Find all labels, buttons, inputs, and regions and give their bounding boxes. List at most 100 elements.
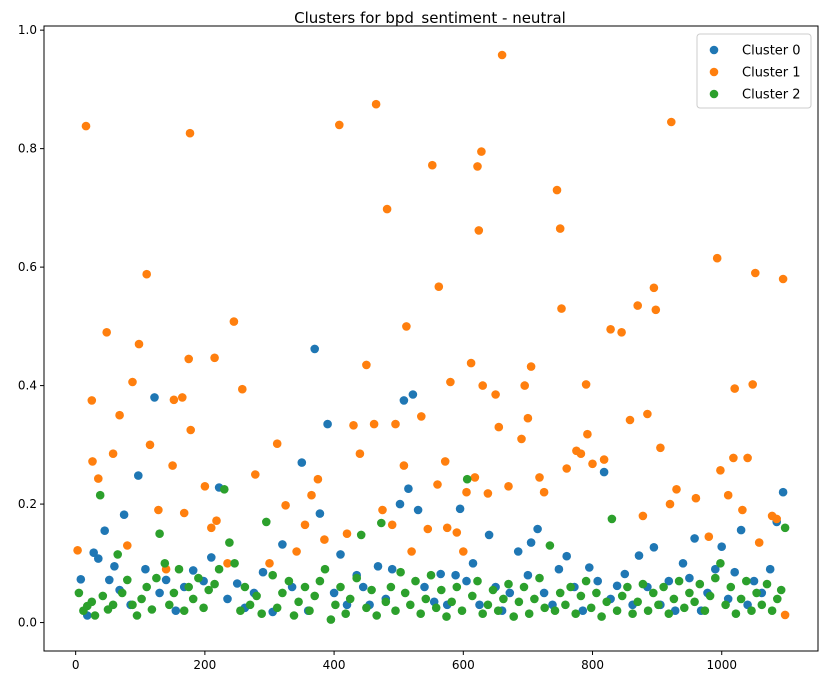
data-point [736,594,746,604]
data-point [352,573,362,583]
data-point [475,600,484,610]
data-point [705,591,715,601]
data-point [281,501,290,510]
data-point [617,328,626,337]
data-point [494,422,504,432]
data-point [117,588,127,598]
data-point [278,540,287,549]
data-point [232,579,242,588]
data-point [748,380,757,389]
data-point [535,573,544,583]
data-point [530,594,539,604]
data-point [230,559,239,568]
data-point [457,606,467,615]
data-point [310,591,320,601]
data-point [369,419,379,429]
data-point [194,573,203,583]
data-point [245,600,255,610]
y-tick-label: 0.6 [18,260,37,274]
data-point [442,523,452,533]
data-point [690,534,699,543]
data-point [617,591,627,601]
data-point [649,283,659,293]
series-cluster-1 [73,50,790,620]
data-point [413,505,423,515]
data-point [634,551,644,560]
data-point [730,567,739,577]
data-point [649,588,658,598]
data-point [258,567,268,577]
legend-item-cluster-2: Cluster 2 [709,88,801,103]
data-point [423,524,433,534]
data-point [478,381,488,390]
data-point [520,381,529,390]
data-point [223,559,232,568]
data-point [669,594,679,604]
data-point [229,317,239,326]
data-point [155,588,164,598]
data-point [186,425,195,435]
data-point [674,576,684,586]
data-point [772,514,781,524]
data-point [778,274,788,284]
data-point [174,564,184,574]
data-point [268,570,278,580]
y-tick-label: 0.2 [18,497,37,511]
data-point [105,575,114,585]
data-point [387,520,397,530]
data-point [612,606,622,615]
data-point [524,609,534,618]
x-tick-label: 600 [452,658,475,672]
legend-item-cluster-1: Cluster 1 [709,66,801,81]
data-point [188,594,198,604]
data-point [395,499,405,509]
data-point [468,591,477,601]
data-point [223,594,232,604]
data-point [396,567,405,577]
data-point [517,434,526,444]
data-point [362,603,371,613]
data-point [134,339,144,349]
y-axis: 0.0 0.2 0.4 0.6 0.8 1.0 [18,23,44,630]
data-point [87,597,97,607]
data-point [505,588,515,598]
data-point [207,523,216,533]
data-point [147,605,157,614]
data-point [555,588,565,598]
data-point [272,439,282,449]
data-point [659,582,668,592]
data-point [731,609,741,618]
x-tick-label: 400 [323,658,346,672]
data-point [606,325,615,334]
data-point [586,603,596,613]
data-point [404,484,413,494]
data-point [381,597,391,607]
data-point [685,588,694,598]
data-point [402,322,411,331]
data-point [326,615,336,624]
data-point [654,600,663,610]
data-point [185,128,195,138]
data-point [491,390,500,399]
data-point [142,269,151,279]
data-point [552,185,562,195]
data-point [514,597,524,607]
y-tick-label: 0.4 [18,379,37,393]
data-point [160,559,170,568]
data-point [199,603,208,613]
data-point [550,606,560,615]
data-point [752,588,761,598]
data-point [262,517,271,527]
data-point [716,559,725,568]
data-point [780,523,790,533]
data-point [94,554,103,563]
data-point [188,566,198,575]
data-point [716,466,725,475]
data-point [236,606,245,615]
legend-label: Cluster 0 [742,44,801,59]
data-point [89,548,98,557]
data-point [378,505,387,515]
data-point [446,377,455,387]
data-point [555,224,565,233]
